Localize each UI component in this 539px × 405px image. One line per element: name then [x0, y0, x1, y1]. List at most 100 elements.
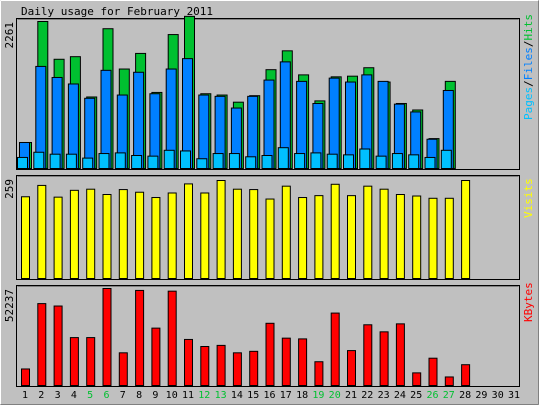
visits-bar [102, 194, 112, 279]
kbytes-bar [347, 350, 356, 386]
pages-bar [440, 149, 452, 170]
visits-bar [461, 180, 471, 279]
kbytes-bar [69, 337, 79, 386]
kbytes-bar [216, 344, 226, 387]
x-tick-label: 9 [152, 390, 158, 401]
kbytes-bar [330, 312, 340, 387]
kbytes-bar [167, 290, 177, 386]
x-tick-label: 23 [378, 390, 390, 401]
kbytes-bar [118, 352, 128, 386]
x-tick-label: 15 [247, 390, 259, 401]
visits-bar [21, 196, 30, 279]
y-max-label: 52237 [3, 289, 16, 322]
x-tick-label: 17 [280, 390, 292, 401]
x-tick-label: 22 [361, 390, 373, 401]
pages-bar [424, 156, 436, 170]
kbytes-bar [363, 324, 373, 387]
kbytes-bar [281, 337, 291, 386]
visits-bar [249, 189, 259, 280]
legend-entry: Pages [522, 87, 535, 120]
x-tick-label: 2 [38, 390, 44, 401]
visits-bar [363, 185, 373, 279]
visits-bar [314, 195, 324, 279]
pages-bar [98, 153, 110, 169]
x-tick-label: 21 [345, 390, 357, 401]
pages-bar [228, 153, 240, 169]
y-max-label: 259 [3, 179, 16, 199]
pages-bar [114, 152, 126, 170]
x-tick-label: 16 [263, 390, 275, 401]
visits-bar [444, 197, 454, 279]
pages-bar [163, 149, 175, 170]
x-tick-label: 30 [492, 390, 504, 401]
x-tick-label: 5 [87, 390, 93, 401]
pages-bar [326, 153, 338, 169]
panel-frame-1 [16, 18, 520, 170]
legend: Pages/Files/Hits [522, 14, 535, 120]
visits-bar [330, 183, 340, 279]
visits-bar [281, 185, 291, 279]
kbytes-bar [232, 352, 242, 386]
kbytes-bar [249, 350, 259, 386]
pages-bar [294, 153, 306, 169]
visits-bar [135, 191, 145, 280]
kbytes-bar [428, 357, 438, 386]
pages-bar [343, 154, 354, 170]
visits-bar [232, 188, 242, 279]
files-bar [133, 71, 145, 169]
kbytes-bar [151, 327, 161, 386]
pages-bar [245, 156, 257, 169]
pages-bar [82, 157, 94, 169]
legend-separator: / [522, 80, 535, 87]
x-tick-label: 27 [443, 390, 455, 401]
kbytes-bar [86, 337, 96, 386]
kbytes-bar [102, 288, 112, 386]
x-tick-label: 8 [136, 390, 142, 401]
x-tick-label: 10 [166, 390, 178, 401]
pages-bar [180, 150, 191, 169]
x-tick-label: 25 [410, 390, 422, 401]
kbytes-bar [444, 376, 454, 386]
x-tick-label: 13 [215, 390, 227, 401]
visits-bar [118, 189, 128, 280]
pages-bar [277, 147, 289, 170]
legend-entry: Hits [522, 14, 535, 41]
x-tick-label: 18 [296, 390, 308, 401]
pages-bar [147, 155, 159, 170]
visits-bar [184, 183, 193, 280]
x-tick-label: 11 [182, 390, 194, 401]
x-tick-label: 26 [426, 390, 438, 401]
visits-bar [395, 194, 405, 279]
visits-bar [86, 188, 96, 279]
x-tick-label: 28 [459, 390, 471, 401]
pages-bar [65, 153, 77, 169]
kbytes-bar [314, 361, 324, 387]
x-tick-label: 3 [55, 390, 61, 401]
x-tick-label: 1 [22, 390, 28, 401]
x-tick-label: 12 [198, 390, 210, 401]
kbytes-bar [135, 289, 145, 386]
kbytes-bar [37, 303, 47, 386]
legend: Visits [522, 178, 535, 218]
files-bar [198, 94, 210, 169]
visits-bar [53, 196, 63, 279]
x-tick-label: 24 [394, 390, 406, 401]
kbytes-bar [461, 364, 471, 387]
x-tick-label: 29 [475, 390, 487, 401]
pages-bar [375, 155, 387, 170]
x-tick-label: 31 [508, 390, 520, 401]
pages-bar [391, 153, 403, 169]
kbytes-bar [412, 372, 422, 386]
kbytes-bar [184, 338, 193, 387]
x-tick-label: 4 [71, 390, 77, 401]
visits-bar [151, 197, 161, 279]
pages-bar [261, 154, 273, 169]
legend-entry: Visits [522, 178, 535, 218]
pages-bar [408, 154, 420, 170]
visits-bar [298, 197, 308, 279]
x-tick-label: 7 [120, 390, 126, 401]
pages-bar [359, 148, 371, 170]
panel-frame-3 [16, 285, 520, 387]
visits-bar [347, 195, 356, 279]
x-tick-label: 19 [312, 390, 324, 401]
